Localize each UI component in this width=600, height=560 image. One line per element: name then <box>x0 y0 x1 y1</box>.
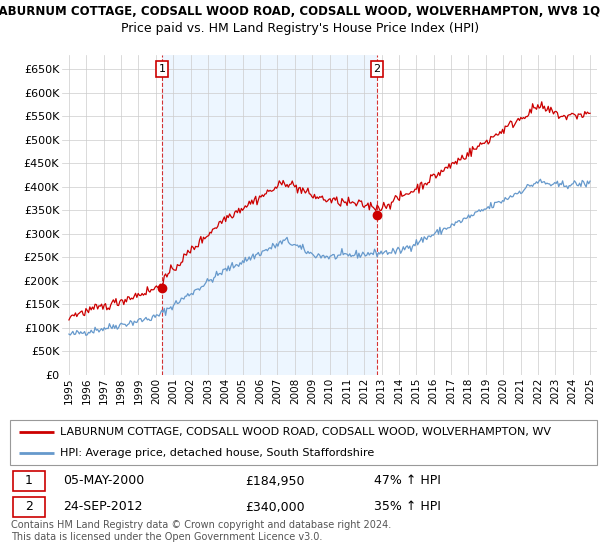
Text: Price paid vs. HM Land Registry's House Price Index (HPI): Price paid vs. HM Land Registry's House … <box>121 22 479 35</box>
Text: LABURNUM COTTAGE, CODSALL WOOD ROAD, CODSALL WOOD, WOLVERHAMPTON, WV8 1QR: LABURNUM COTTAGE, CODSALL WOOD ROAD, COD… <box>0 5 600 18</box>
Text: 1: 1 <box>25 474 33 488</box>
Text: HPI: Average price, detached house, South Staffordshire: HPI: Average price, detached house, Sout… <box>60 448 374 458</box>
Text: 35% ↑ HPI: 35% ↑ HPI <box>374 501 441 514</box>
Text: 2: 2 <box>373 64 380 74</box>
Text: 24-SEP-2012: 24-SEP-2012 <box>63 501 142 514</box>
Bar <box>162 55 377 375</box>
FancyBboxPatch shape <box>13 471 45 491</box>
Text: 47% ↑ HPI: 47% ↑ HPI <box>374 474 441 488</box>
Text: 1: 1 <box>158 64 166 74</box>
Text: LABURNUM COTTAGE, CODSALL WOOD ROAD, CODSALL WOOD, WOLVERHAMPTON, WV: LABURNUM COTTAGE, CODSALL WOOD ROAD, COD… <box>60 427 551 437</box>
FancyBboxPatch shape <box>10 420 597 465</box>
Text: 2: 2 <box>25 501 33 514</box>
FancyBboxPatch shape <box>13 497 45 517</box>
Text: Contains HM Land Registry data © Crown copyright and database right 2024.
This d: Contains HM Land Registry data © Crown c… <box>11 520 391 542</box>
Text: 05-MAY-2000: 05-MAY-2000 <box>63 474 144 488</box>
Text: £184,950: £184,950 <box>245 474 304 488</box>
Text: £340,000: £340,000 <box>245 501 304 514</box>
